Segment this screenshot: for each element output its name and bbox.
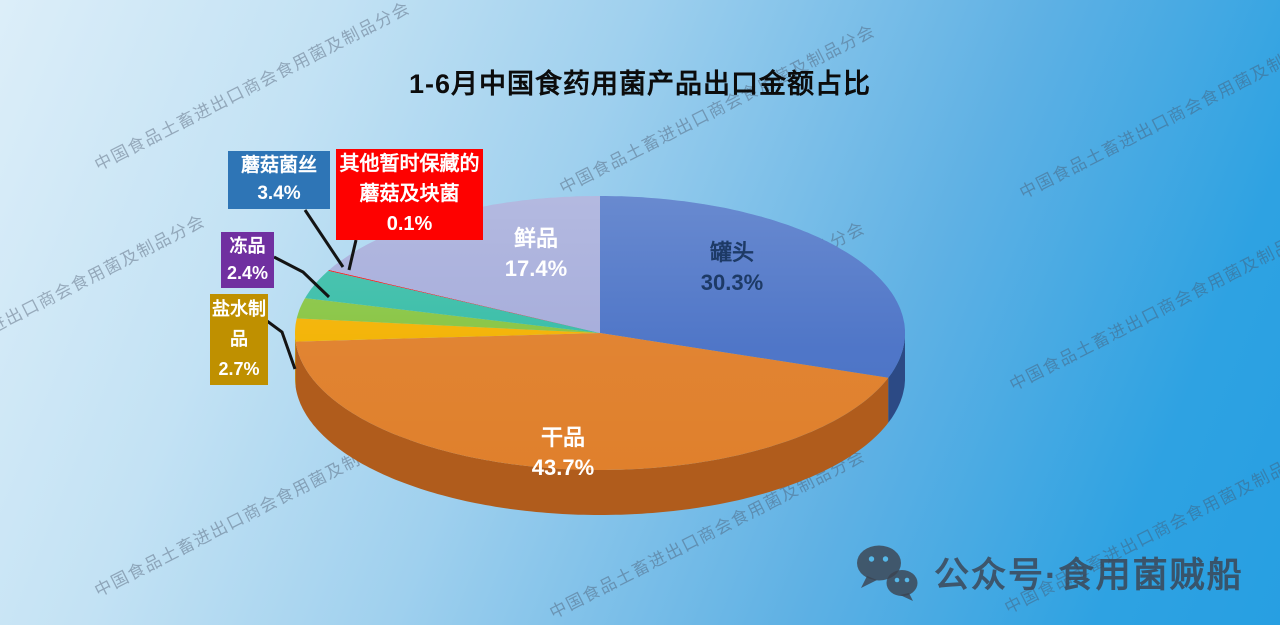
pie-side-1: [295, 341, 889, 515]
pie-side-0: [888, 333, 905, 423]
callout-label: 其他暂时保藏的蘑菇及块菌: [339, 153, 480, 205]
chart-title: 1-6月中国食药用菌产品出口金额占比: [408, 69, 872, 99]
callout-brine-products: 盐水制品 2.7%: [210, 294, 268, 385]
brand-footer: 公众号·食用菌贼船: [852, 541, 1244, 603]
callout-value: 3.4%: [257, 183, 301, 204]
pie-side-2: [295, 333, 296, 387]
wechat-icon: [857, 545, 918, 601]
callout-label: 蘑菇菌丝: [240, 155, 317, 176]
callout-value: 2.4%: [226, 263, 269, 283]
callout-frozen: 冻品 2.4%: [221, 232, 274, 288]
callout-label: 冻品: [229, 236, 266, 256]
callout-value: 0.1%: [386, 213, 433, 235]
callout-leader-line: [266, 319, 297, 370]
callout-mushroom-mycelium: 蘑菇菌丝 3.4%: [228, 151, 330, 209]
callout-leader-line: [303, 209, 345, 268]
brand-text: 公众号·食用菌贼船: [934, 555, 1244, 595]
pie-label-fresh: 鲜品 17.4%: [504, 226, 568, 281]
callout-value: 2.7%: [218, 359, 260, 379]
pie-highlight: [295, 196, 905, 470]
callout-other-preserved: 其他暂时保藏的蘑菇及块菌 0.1%: [336, 149, 483, 240]
pie-label-canned: 罐头 30.3%: [700, 240, 764, 295]
callout-leader-line: [347, 239, 358, 271]
pie-label-dried: 干品 43.7%: [531, 425, 595, 480]
callout-leader-line: [273, 255, 331, 299]
callout-label: 盐水制品: [212, 299, 266, 349]
